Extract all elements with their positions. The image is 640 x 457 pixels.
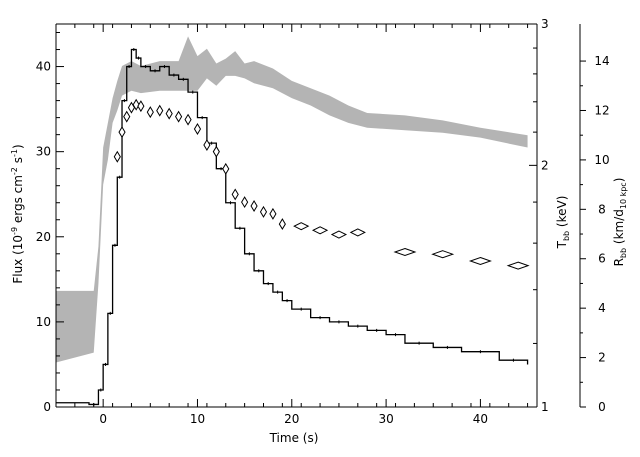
- left-y-tick-label: 40: [36, 60, 51, 74]
- temperature-tick-label: 3: [541, 17, 549, 31]
- temperature-point: [241, 196, 249, 209]
- temperature-tick-label: 2: [541, 158, 549, 172]
- temperature-point: [278, 218, 286, 231]
- x-tick-label: 20: [284, 412, 299, 426]
- flux-step-layer: [56, 48, 529, 406]
- temperature-point: [113, 150, 121, 163]
- radius-axis-title: Rbb (km/d10 kpc): [612, 178, 628, 267]
- radius-axis-title-sub2: 10 kpc: [619, 182, 628, 209]
- radius-tick-label: 10: [594, 153, 609, 167]
- temperature-point: [184, 113, 192, 126]
- radius-axis-title-mid: (km/d: [612, 209, 626, 248]
- left-y-axis-title-exp-3: -2: [10, 167, 19, 175]
- left-y-axis-title-exp-5: -1: [10, 149, 19, 157]
- radius-band: [56, 36, 528, 363]
- x-tick-label: 10: [190, 412, 205, 426]
- temperature-axis-title-sub: bb: [562, 231, 571, 241]
- x-tick-label: 30: [378, 412, 393, 426]
- left-y-tick-label: 20: [36, 230, 51, 244]
- left-y-axis-title-part-0: Flux (10: [11, 235, 25, 284]
- radius-tick-label: 6: [598, 252, 606, 266]
- left-y-axis-title: Flux (10-9 ergs cm-2 s-1): [10, 144, 25, 283]
- radius-tick-label: 4: [598, 301, 606, 315]
- temperature-point: [431, 250, 455, 259]
- temperature-point: [222, 162, 230, 175]
- temperature-axis-title-tail: (keV): [555, 196, 569, 231]
- x-tick-label: 0: [99, 412, 107, 426]
- temperature-point: [506, 261, 530, 270]
- temperature-point: [156, 104, 164, 117]
- temperature-point: [132, 98, 140, 111]
- temperature-tick-label: 1: [541, 400, 549, 414]
- temperature-axis-title: Tbb (keV): [555, 196, 571, 250]
- radius-tick-label: 2: [598, 351, 606, 365]
- x-axis-title: Time (s): [269, 431, 319, 445]
- radius-tick-label: 12: [594, 103, 609, 117]
- temperature-point: [137, 100, 145, 113]
- left-y-tick-label: 10: [36, 315, 51, 329]
- temperature-point: [269, 207, 277, 220]
- temperature-point: [203, 139, 211, 152]
- temperature-point: [349, 228, 366, 237]
- temperature-point: [293, 222, 310, 231]
- radius-axis-title-main: R: [612, 258, 626, 266]
- temperature-point: [165, 107, 173, 120]
- temperature-point: [212, 145, 220, 158]
- temperature-point: [311, 226, 329, 235]
- temperature-marker-layer: [113, 98, 530, 270]
- left-y-axis-title-exp-1: -9: [10, 227, 19, 235]
- temperature-point: [330, 230, 348, 239]
- left-y-axis-title-part-4: s: [11, 157, 25, 167]
- temperature-point: [259, 205, 268, 218]
- temperature-point: [118, 126, 126, 139]
- radius-axis-title-tail: ): [612, 178, 626, 183]
- temperature-point: [250, 200, 258, 212]
- radius-axis-title-sub: bb: [619, 248, 628, 258]
- temperature-point: [231, 188, 239, 201]
- left-y-tick-label: 0: [43, 400, 51, 414]
- radius-tick-label: 8: [598, 202, 606, 216]
- temperature-point: [468, 256, 492, 266]
- temperature-point: [393, 247, 417, 257]
- temperature-point: [193, 122, 202, 135]
- radius-tick-label: 0: [598, 400, 606, 414]
- temperature-point: [175, 110, 183, 123]
- temperature-point: [123, 110, 131, 123]
- x-tick-label: 40: [473, 412, 488, 426]
- temperature-axis-title-main: T: [555, 240, 569, 249]
- left-y-axis-title-part-6: ): [11, 144, 25, 149]
- flux-step-line: [56, 48, 529, 406]
- left-y-axis-title-part-2: ergs cm: [11, 175, 25, 227]
- temperature-point: [146, 106, 154, 119]
- left-y-tick-label: 30: [36, 145, 51, 159]
- radius-tick-label: 14: [594, 54, 609, 68]
- radius-band-layer: [56, 36, 528, 363]
